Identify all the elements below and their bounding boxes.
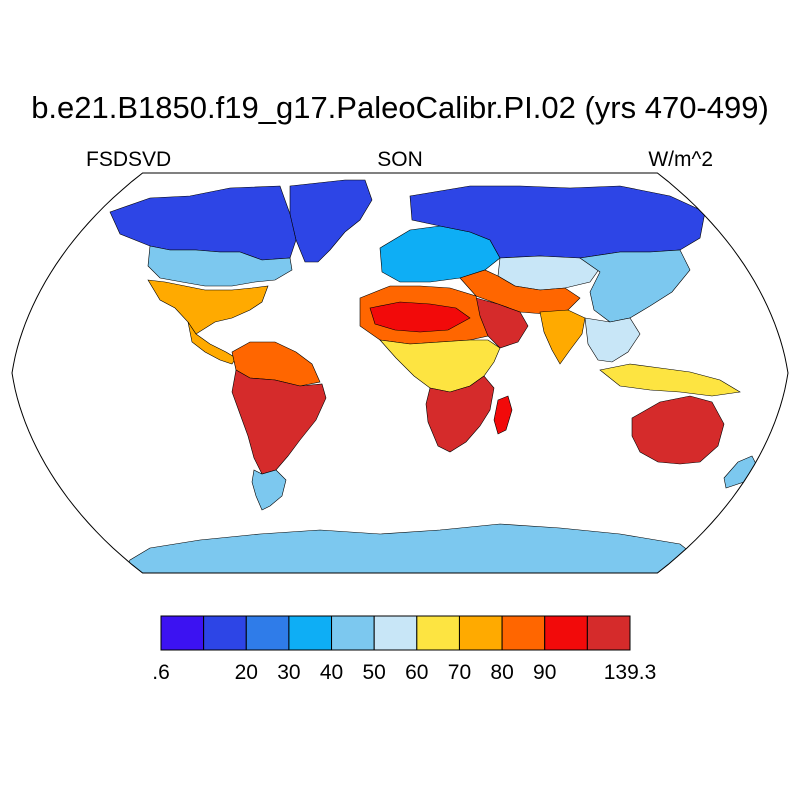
colorbar-label: 20: [234, 661, 258, 684]
region-madagascar: [493, 395, 513, 435]
colorbar-label: .6: [152, 661, 170, 684]
colorbar-box: [416, 615, 460, 651]
colorbar-label: 50: [362, 661, 386, 684]
colorbar-label: 30: [277, 661, 301, 684]
colorbar-box: [331, 615, 375, 651]
region-south-america-interior: [231, 369, 327, 475]
colorbar-box: [544, 615, 588, 651]
colorbar-box: [288, 615, 333, 651]
colorbar-label: 80: [490, 661, 514, 684]
region-sahel: [369, 301, 471, 333]
colorbar-label: 70: [447, 661, 472, 684]
variable-label: FSDSVD: [86, 148, 172, 171]
region-antarctica: [119, 523, 701, 573]
colorbar-label: 60: [405, 661, 429, 684]
colorbar-box: [586, 615, 631, 651]
region-india: [539, 309, 586, 365]
region-europe: [379, 225, 501, 283]
colorbar-box: [458, 615, 503, 651]
colorbar-label: 90: [533, 661, 557, 684]
region-east-asia: [579, 249, 691, 323]
colorbar-box: [160, 615, 205, 651]
map-outline: [11, 172, 789, 574]
plot-title: b.e21.B1850.f19_g17.PaleoCalibr.PI.02 (y…: [31, 90, 769, 125]
colorbar-box: [501, 615, 546, 651]
units-label: W/m^2: [648, 148, 713, 171]
colorbar-box: [245, 615, 290, 651]
region-australia: [631, 395, 725, 465]
colorbar-box: [203, 615, 247, 651]
season-label: SON: [377, 148, 423, 171]
region-southern-africa: [425, 375, 495, 453]
region-maritime-continent: [599, 363, 741, 397]
region-south-america-south: [251, 469, 287, 511]
colorbar-label: 40: [319, 661, 344, 684]
colorbar-box: [373, 615, 418, 651]
region-north-america-south: [147, 279, 269, 335]
region-north-america-temperate: [147, 245, 293, 287]
colorbar-label: 139.3: [603, 661, 657, 684]
land-regions: [109, 179, 759, 573]
region-central-africa: [379, 339, 501, 393]
region-southeast-asia: [584, 317, 641, 363]
